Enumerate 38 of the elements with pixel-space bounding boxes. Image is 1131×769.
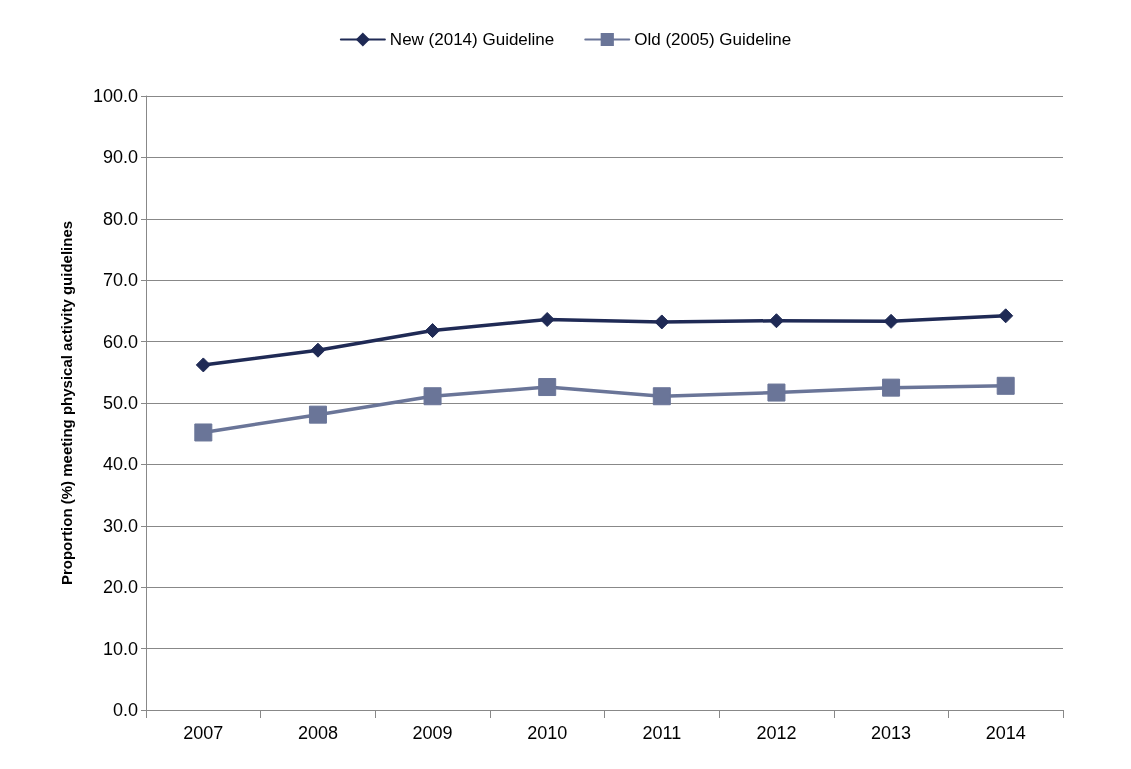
y-tick-label: 100.0 <box>92 86 138 106</box>
x-tick-label: 2012 <box>756 723 797 743</box>
legend-label: Old (2005) Guideline <box>634 30 792 49</box>
x-tick-label: 2013 <box>871 723 912 743</box>
point <box>194 423 213 442</box>
y-tick-label: 50.0 <box>102 393 138 413</box>
point <box>767 383 786 402</box>
y-tick-label: 30.0 <box>102 515 138 536</box>
point <box>654 314 670 330</box>
y-tick-label: 90.0 <box>102 147 138 168</box>
x-tick-label: 2009 <box>412 723 453 743</box>
point <box>425 323 441 339</box>
point <box>308 405 327 424</box>
point <box>652 387 671 406</box>
x-tick-label: 2007 <box>183 723 224 743</box>
point <box>310 342 326 358</box>
legend-label: New (2014) Guideline <box>389 30 555 49</box>
point <box>539 312 555 327</box>
y-tick-label: 60.0 <box>102 331 138 352</box>
y-axis-title: Proportion (%) meeting physical activity guidelines <box>58 220 75 586</box>
point <box>998 308 1014 324</box>
y-tick-label: 70.0 <box>102 270 138 291</box>
x-tick-label: 2010 <box>527 723 568 743</box>
y-tick-label: 10.0 <box>102 638 138 659</box>
x-tick-label: 2011 <box>642 723 682 743</box>
x-tick-label: 2014 <box>985 723 1026 743</box>
y-tick-label: 20.0 <box>102 577 138 598</box>
point <box>883 313 899 329</box>
x-tick-label: 2008 <box>297 723 338 743</box>
point <box>423 387 442 406</box>
point <box>996 376 1015 395</box>
y-tick-label: 0.0 <box>112 700 138 720</box>
y-tick-label: 40.0 <box>102 454 138 475</box>
point <box>538 378 557 397</box>
point <box>195 357 211 373</box>
y-tick-label: 80.0 <box>102 208 138 229</box>
point <box>882 378 901 397</box>
point <box>768 313 784 329</box>
